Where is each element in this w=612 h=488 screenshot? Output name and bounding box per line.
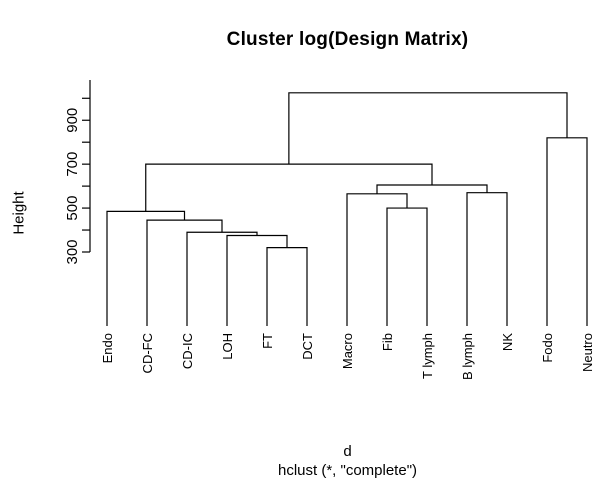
leaf-label: Fodo <box>540 333 555 363</box>
leaf-label: CD-FC <box>140 333 155 373</box>
dendrogram-link <box>386 207 428 326</box>
tick-label: 500 <box>64 196 81 221</box>
leaf-label: FT <box>260 333 275 349</box>
dendrogram-link <box>346 193 408 326</box>
leaf-label: Neutro <box>580 333 595 372</box>
dendrogram-link <box>186 231 258 326</box>
dendrogram-link <box>145 163 433 212</box>
leaf-label: Macro <box>340 333 355 369</box>
dendrogram-link <box>466 192 508 326</box>
leaf-label: DCT <box>300 333 315 360</box>
leaf-label: NK <box>500 333 515 351</box>
tick-label: 900 <box>64 108 81 133</box>
x-axis-label: d <box>343 443 352 460</box>
dendrogram-link <box>266 247 308 326</box>
tick-label: 700 <box>64 152 81 177</box>
leaf-label: LOH <box>220 333 235 360</box>
dendrogram-link <box>106 210 186 326</box>
plot-title: Cluster log(Design Matrix) <box>226 29 469 50</box>
dendrogram-link <box>226 234 288 326</box>
dendrogram-link <box>546 137 588 326</box>
dendrogram-link <box>288 92 568 165</box>
leaf-label: B lymph <box>460 333 475 380</box>
dendrogram-link <box>146 219 223 326</box>
method-caption: hclust (*, "complete") <box>277 462 418 479</box>
leaf-label: Fib <box>380 333 395 351</box>
tick-label: 300 <box>64 239 81 264</box>
leaf-label: Endo <box>100 333 115 363</box>
leaf-label: CD-IC <box>180 333 195 369</box>
leaf-label: T lymph <box>420 333 435 379</box>
